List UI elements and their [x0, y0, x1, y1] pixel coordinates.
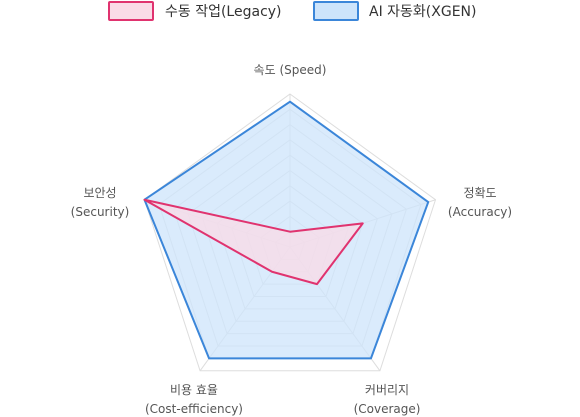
axis-label-1-line-0: 정확도	[463, 186, 496, 200]
axis-label-0-line-0: 속도 (Speed)	[254, 63, 327, 77]
axis-label-2-line-1: (Coverage)	[354, 402, 421, 416]
legend-label-legacy: 수동 작업(Legacy)	[165, 4, 282, 20]
axis-label-1-line-1: (Accuracy)	[448, 205, 512, 219]
series-area-0	[143, 198, 364, 286]
legend-label-xgen: AI 자동화(XGEN)	[369, 4, 476, 20]
axis-label-4-line-1: (Security)	[71, 205, 130, 219]
radar-series	[143, 100, 430, 360]
grid-ring-10	[143, 93, 437, 372]
axis-labels: 속도 (Speed) 정확도 (Accuracy) 커버리지 (Coverage) 비용 …	[71, 63, 512, 416]
axis-label-2-line-0: 커버리지	[365, 383, 409, 397]
legend: 수동 작업(Legacy) AI 자동화(XGEN)	[108, 1, 476, 21]
legend-swatch-legacy	[108, 1, 154, 21]
axis-label-4-line-0: 보안성	[83, 186, 116, 200]
axis-label-3-line-0: 비용 효율	[170, 383, 218, 397]
axis-label-3-line-1: (Cost-efficiency)	[145, 402, 243, 416]
legend-swatch-xgen	[313, 1, 359, 21]
